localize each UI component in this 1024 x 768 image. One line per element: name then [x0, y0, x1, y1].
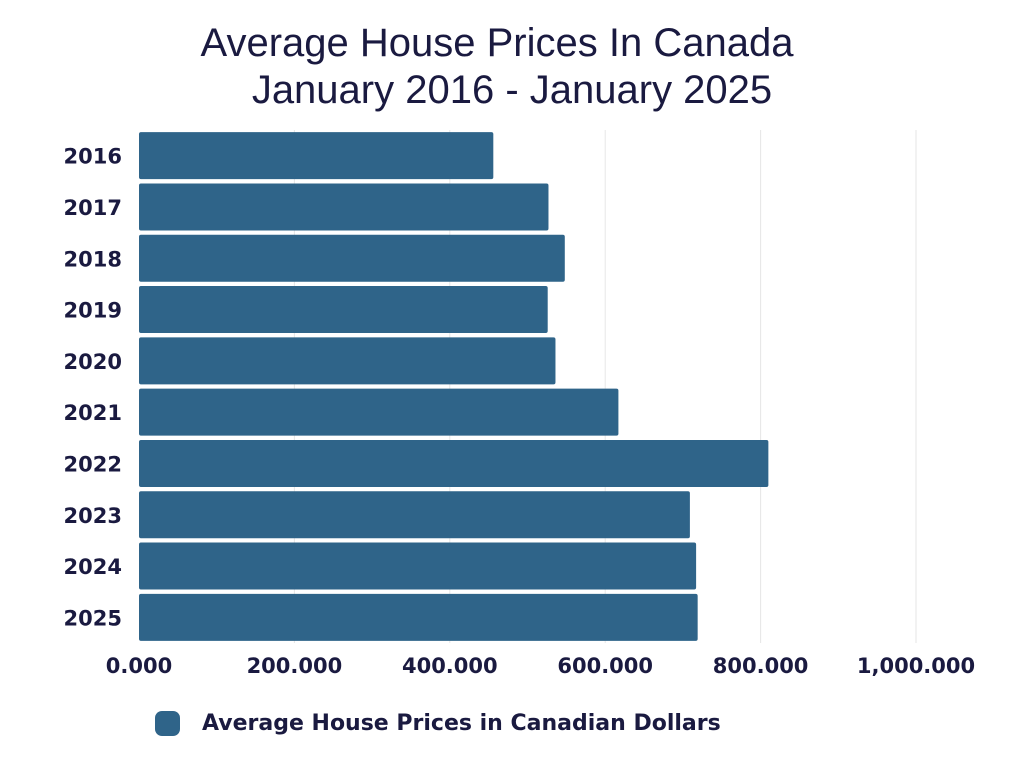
y-tick-label-2017: 2017 — [64, 196, 122, 220]
y-tick-label-2021: 2021 — [64, 401, 122, 425]
bar-2019 — [139, 286, 548, 334]
y-tick-label-2020: 2020 — [64, 350, 122, 374]
bar-2018 — [139, 234, 565, 282]
bar-2024 — [139, 542, 697, 590]
x-tick-label-2: 400.000 — [402, 654, 498, 678]
y-tick-label-2018: 2018 — [64, 247, 122, 271]
bar-2025 — [139, 593, 698, 641]
bar-2022 — [139, 439, 769, 487]
y-tick-label-2024: 2024 — [64, 555, 122, 579]
chart-title-line-1: Average House Prices In Canada — [200, 21, 794, 65]
x-tick-label-1: 200.000 — [247, 654, 343, 678]
chart-title-line-2: January 2016 - January 2025 — [251, 68, 773, 112]
x-tick-label-3: 600.000 — [557, 654, 653, 678]
x-tick-label-5: 1,000.000 — [857, 654, 975, 678]
bar-2021 — [139, 388, 619, 436]
bar-2016 — [139, 132, 494, 180]
y-tick-label-2025: 2025 — [64, 606, 122, 630]
legend-swatch — [155, 710, 180, 736]
y-tick-label-2019: 2019 — [64, 299, 122, 323]
chart-title: Average House Prices In Canada January 2… — [0, 20, 1024, 114]
bar-2023 — [139, 491, 690, 539]
x-tick-label-4: 800.000 — [713, 654, 809, 678]
y-tick-label-2022: 2022 — [64, 452, 122, 476]
legend: Average House Prices in Canadian Dollars — [155, 708, 721, 738]
y-tick-label-2023: 2023 — [64, 504, 122, 528]
legend-label: Average House Prices in Canadian Dollars — [202, 710, 721, 736]
y-tick-label-2016: 2016 — [64, 145, 122, 169]
x-tick-label-0: 0.000 — [106, 654, 172, 678]
bar-2020 — [139, 337, 556, 385]
bar-2017 — [139, 183, 549, 231]
